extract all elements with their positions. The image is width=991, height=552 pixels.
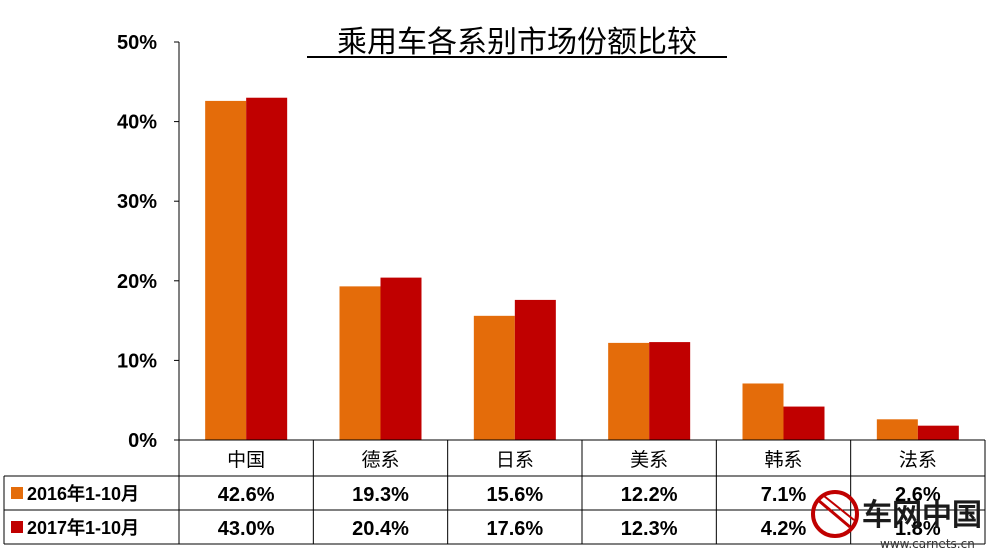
category-label: 美系 xyxy=(630,449,668,471)
table-cell: 12.3% xyxy=(621,518,678,540)
bars-group xyxy=(205,97,959,441)
bar-2016-4 xyxy=(742,383,784,440)
bar-2016-0 xyxy=(205,100,247,441)
category-label: 中国 xyxy=(227,449,265,471)
bar-2017-1 xyxy=(380,277,422,440)
bar-2016-2 xyxy=(473,315,515,440)
table-cell: 2.6% xyxy=(895,484,941,506)
legend-label-1: 2017年1-10月 xyxy=(27,517,139,538)
y-tick-label: 40% xyxy=(117,112,157,134)
table-cell: 19.3% xyxy=(352,484,409,506)
bar-2016-5 xyxy=(876,419,918,440)
y-tick-label: 30% xyxy=(117,191,157,213)
bar-2017-4 xyxy=(783,406,825,440)
watermark: 车网中国 www.carnets.cn xyxy=(811,490,982,551)
y-tick-label: 20% xyxy=(117,271,157,293)
category-label: 法系 xyxy=(899,449,937,471)
y-tick-label: 10% xyxy=(117,350,157,372)
carnets-logo-icon xyxy=(811,490,859,538)
table-cell: 4.2% xyxy=(761,518,807,540)
table-cell: 17.6% xyxy=(486,518,543,540)
bar-2017-5 xyxy=(917,425,959,440)
bar-2017-3 xyxy=(649,342,691,440)
table-cell: 42.6% xyxy=(218,484,275,506)
y-tick-label: 50% xyxy=(117,32,157,54)
bar-2017-0 xyxy=(246,97,288,440)
legend-swatch-0 xyxy=(11,487,23,499)
table-cell: 43.0% xyxy=(218,518,275,540)
table-cell: 7.1% xyxy=(761,484,807,506)
table-cell: 12.2% xyxy=(621,484,678,506)
table-cell: 20.4% xyxy=(352,518,409,540)
bar-2016-3 xyxy=(608,342,650,440)
data-table: 中国 德系 日系 美系 韩系 法系 2016年1-10月 42.6% 19.3% 15.6% 12.… xyxy=(3,439,986,545)
y-tick-label: 0% xyxy=(128,430,157,452)
category-label: 德系 xyxy=(361,449,399,471)
bar-2016-1 xyxy=(339,286,381,440)
y-axis: 0% 10% 20% 30% 40% 50% xyxy=(117,32,179,452)
watermark-url: www.carnets.cn xyxy=(880,537,975,551)
chart-title: 乘用车各系别市场份额比较 xyxy=(337,25,697,60)
watermark-text: 车网中国 xyxy=(862,498,982,533)
category-label: 日系 xyxy=(496,449,534,471)
category-label: 韩系 xyxy=(764,449,802,471)
legend-swatch-1 xyxy=(11,521,23,533)
table-cell: 15.6% xyxy=(486,484,543,506)
legend-label-0: 2016年1-10月 xyxy=(27,483,139,504)
bar-2017-2 xyxy=(514,299,556,440)
table-cell: 1.8% xyxy=(895,518,941,540)
